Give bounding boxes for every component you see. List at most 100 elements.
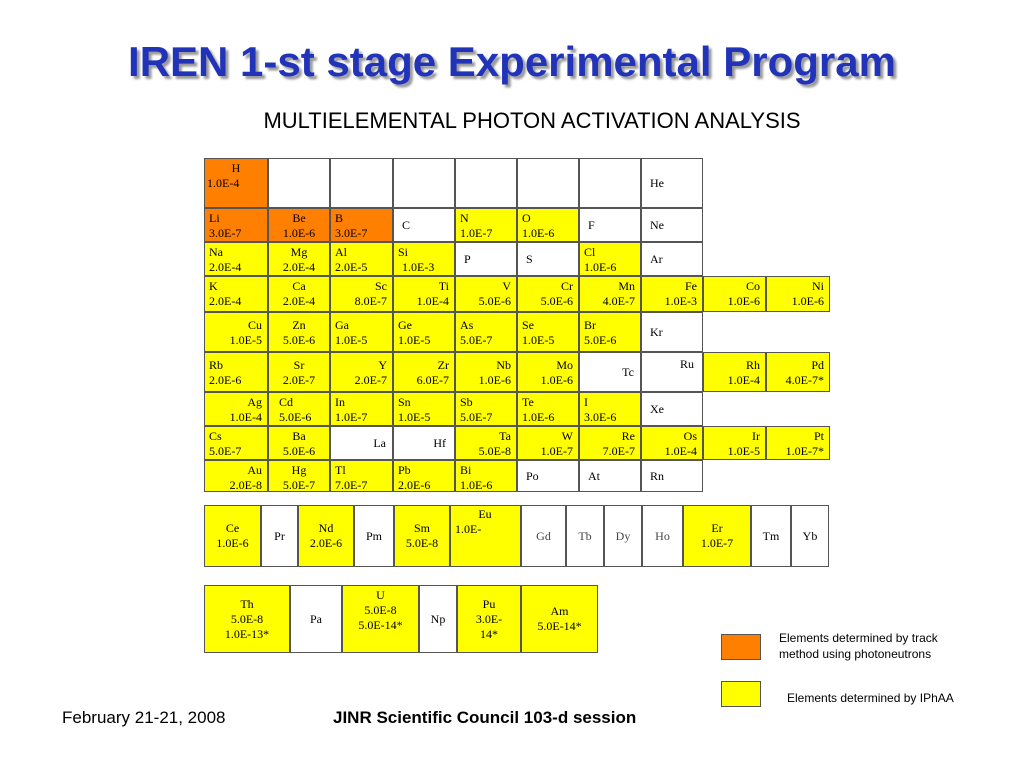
element-symbol: P [464,251,471,266]
element-symbol: Y [378,358,387,372]
element-cell-pb: Pb 2.0E-6 [393,460,455,492]
element-cell-b: B 3.0E-7 [330,208,393,242]
element-cell-li: Li 3.0E-7 [204,208,268,242]
element-cell-na: Na 2.0E-4 [204,242,268,276]
element-cell-s: S [517,242,579,276]
element-value: 2.0E-6 [209,373,242,387]
element-cell-bi: Bi 1.0E-6 [455,460,517,492]
element-symbol: Mg [290,245,308,259]
element-cell-o: O 1.0E-6 [517,208,579,242]
element-value: 1.0E-5 [398,410,431,424]
element-value: 7.0E-7 [335,478,368,492]
element-cell-sr: Sr 2.0E-7 [268,352,330,392]
element-value: 1.0E-6 [727,294,760,308]
element-value: 5.0E-7 [209,444,242,458]
element-symbol: Cs [209,429,222,443]
element-value: 5.0E-8 [230,611,264,626]
element-symbol: Os [683,429,697,443]
element-value: 1.0E-5 [522,333,555,347]
element-cell-yb: Yb [791,505,829,567]
element-value: 5.0E-8 [405,536,439,550]
element-value: 2.0E-5 [335,260,368,274]
element-symbol: Pu [482,596,496,611]
element-cell-ti: Ti 1.0E-4 [393,276,455,312]
element-value: 1.0E-7 [540,444,573,458]
element-symbol: Fe [685,279,697,293]
element-cell-pu: Pu 3.0E- 14* [457,585,521,653]
element-value: 2.0E-4 [282,260,316,274]
element-symbol: Am [550,604,569,618]
element-symbol: La [373,435,386,450]
element-value: 3.0E- [475,611,503,626]
element-symbol: Li [209,211,220,225]
element-cell-fe: Fe 1.0E-3 [641,276,703,312]
element-symbol: Pr [274,528,285,543]
element-value: 2.0E-4 [209,260,242,274]
element-cell-zr: Zr 6.0E-7 [393,352,455,392]
element-cell-ca: Ca 2.0E-4 [268,276,330,312]
element-cell-po: Po [517,460,579,492]
element-cell-xe: Xe [641,392,703,426]
element-symbol: Ce [225,521,240,535]
element-symbol: As [460,318,474,332]
element-symbol: Th [240,596,254,611]
element-symbol: Sn [398,395,411,409]
element-cell-cs: Cs 5.0E-7 [204,426,268,460]
element-symbol: He [650,175,664,190]
element-symbol: N [460,211,469,225]
element-symbol: Sc [375,279,387,293]
element-cell-k: K 2.0E-4 [204,276,268,312]
element-value: 2.0E-4 [282,294,316,308]
element-cell-dy: Dy [604,505,642,567]
element-cell-w: W 1.0E-7 [517,426,579,460]
element-symbol: Cr [561,279,573,293]
element-cell-co: Co 1.0E-6 [703,276,766,312]
element-cell-hg: Hg 5.0E-7 [268,460,330,492]
element-cell-hf: Hf [393,426,455,460]
legend-swatch-iphaa [721,681,761,707]
element-symbol: Po [526,468,539,483]
element-symbol: Zn [292,318,306,332]
element-cell-in: In 1.0E-7 [330,392,393,426]
element-symbol: Cu [247,318,262,332]
element-symbol: Ga [335,318,349,332]
element-symbol: Rh [745,358,760,372]
element-cell-mo: Mo 1.0E-6 [517,352,579,392]
element-symbol: Kr [650,324,663,339]
element-value: 5.0E-6 [584,333,617,347]
element-symbol: Ba [292,429,306,443]
element-symbol: C [402,217,411,232]
element-symbol: K [209,279,218,293]
element-value: 5.0E-7 [460,410,493,424]
element-cell-tm: Tm [751,505,791,567]
element-cell-er: Er 1.0E-7 [683,505,751,567]
element-symbol: Au [247,463,262,477]
element-value: 5.0E-7 [460,333,493,347]
element-symbol: Bi [460,463,472,477]
legend-label-iphaa: Elements determined by IPhAA [787,691,954,705]
element-cell-rb: Rb 2.0E-6 [204,352,268,392]
element-symbol: At [588,468,600,483]
element-value: 3.0E-7 [209,226,242,240]
element-symbol: Tl [335,463,346,477]
element-symbol: I [584,395,588,409]
element-symbol: Ta [499,429,511,443]
element-cell-sb: Sb 5.0E-7 [455,392,517,426]
element-value: 1.0E-6 [460,478,493,492]
element-cell-ga: Ga 1.0E-5 [330,312,393,352]
element-value: 5.0E-8 [478,444,511,458]
element-value: 2.0E-6 [398,478,431,492]
element-value: 1.0E-7 [460,226,493,240]
element-value: 1.0E-5 [727,444,760,458]
element-value: 5.0E-6 [282,444,316,458]
element-value: 1.0E-7 [335,410,368,424]
element-symbol: Xe [650,401,664,416]
element-symbol: Rn [650,468,665,483]
element-value: 1.0E-3 [402,260,435,274]
element-symbol: Np [430,611,446,626]
element-value: 1.0E-6 [282,226,316,240]
empty-cell [268,158,330,208]
element-symbol: Ag [247,395,262,409]
element-cell-os: Os 1.0E-4 [641,426,703,460]
element-symbol: Nb [496,358,511,372]
